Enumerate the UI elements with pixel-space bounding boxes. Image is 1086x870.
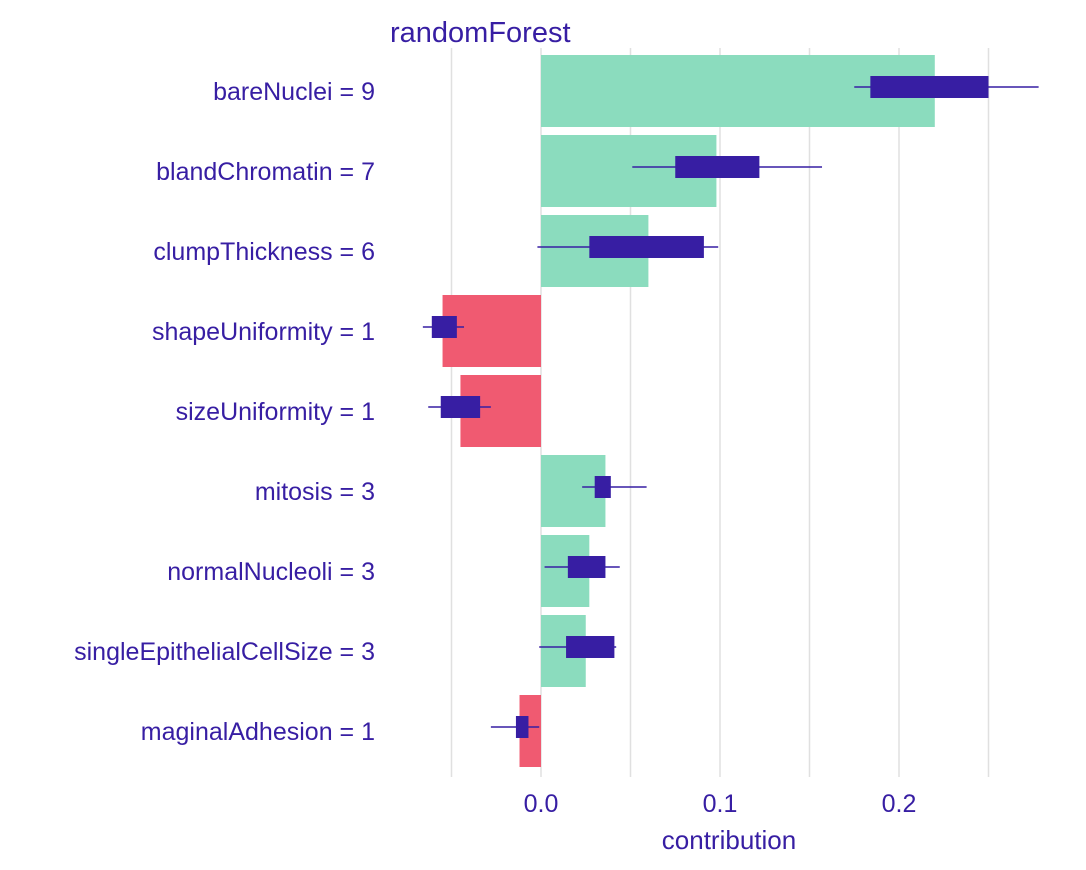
box xyxy=(675,156,760,178)
box xyxy=(870,76,989,98)
box xyxy=(594,476,611,498)
category-label: sizeUniformity = 1 xyxy=(176,398,375,426)
box xyxy=(515,716,529,738)
x-axis-label: contribution xyxy=(662,825,796,855)
category-label: bareNuclei = 9 xyxy=(213,78,375,106)
category-label: clumpThickness = 6 xyxy=(153,238,375,266)
x-tick-label: 0.1 xyxy=(703,790,738,818)
bar xyxy=(519,695,541,767)
label-layer: bareNuclei = 9 blandChromatin = 7 clumpThi… xyxy=(74,78,375,746)
box xyxy=(431,316,457,338)
box xyxy=(567,556,606,578)
tick-layer: 0.0 0.1 0.2 xyxy=(524,790,917,818)
category-label: shapeUniformity = 1 xyxy=(152,318,375,346)
box xyxy=(440,396,481,418)
x-tick-label: 0.2 xyxy=(882,790,917,818)
category-label: singleEpithelialCellSize = 3 xyxy=(74,638,375,666)
x-tick-label: 0.0 xyxy=(524,790,559,818)
category-label: maginalAdhesion = 1 xyxy=(141,718,375,746)
box-layer xyxy=(422,76,1039,738)
category-label: mitosis = 3 xyxy=(255,478,375,506)
category-label: blandChromatin = 7 xyxy=(156,158,375,186)
chart-title: randomForest xyxy=(390,17,571,49)
bar xyxy=(541,55,935,127)
category-label: normalNucleoli = 3 xyxy=(167,558,375,586)
bar xyxy=(442,295,541,367)
box xyxy=(589,236,704,258)
box xyxy=(566,636,615,658)
